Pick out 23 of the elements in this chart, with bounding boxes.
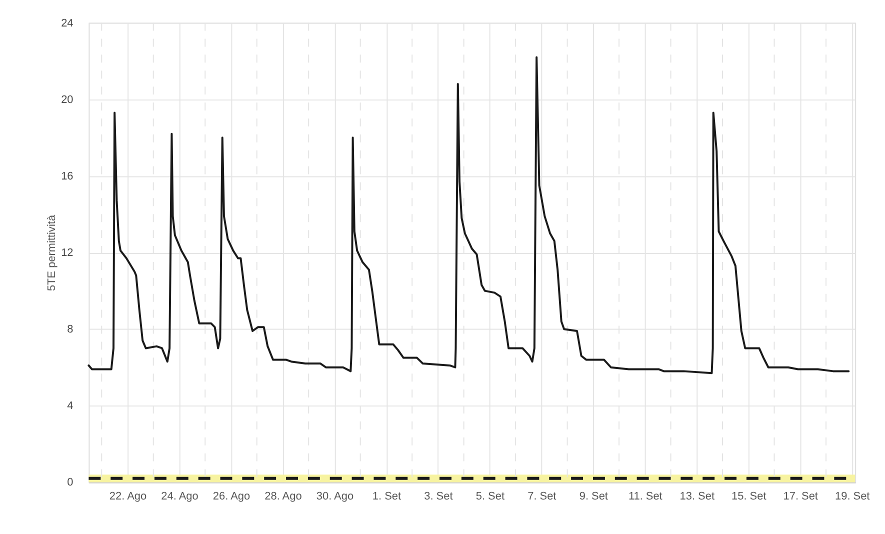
x-tick-label: 22. Ago: [109, 490, 147, 503]
x-tick-label: 30. Ago: [316, 490, 354, 503]
y-tick-label: 4: [67, 400, 74, 412]
x-tick-label: 3. Set: [424, 490, 453, 503]
x-tick-label: 26. Ago: [212, 490, 250, 503]
y-axis-title: 5TE permittività: [46, 214, 58, 292]
y-tick-label: 16: [61, 170, 74, 182]
x-tick-label: 9. Set: [579, 490, 608, 503]
x-tick-label: 17. Set: [783, 490, 818, 503]
y-tick-label: 20: [61, 94, 74, 106]
x-tick-label: 7. Set: [528, 490, 556, 503]
x-tick-label: 1. Set: [372, 490, 402, 503]
x-tick-label: 24. Ago: [161, 490, 198, 503]
y-tick-label: 0: [67, 476, 74, 489]
y-tick-label: 8: [67, 324, 74, 336]
x-tick-label: 19. Set: [835, 490, 870, 503]
x-tick-label: 11. Set: [628, 490, 662, 503]
x-tick-label: 15. Set: [732, 490, 766, 503]
y-tick-label: 12: [61, 246, 74, 259]
x-tick-label: 13. Set: [680, 490, 715, 503]
x-tick-label: 28. Ago: [264, 490, 302, 503]
x-tick-label: 5. Set: [476, 490, 504, 503]
y-tick-label: 24: [61, 17, 74, 30]
